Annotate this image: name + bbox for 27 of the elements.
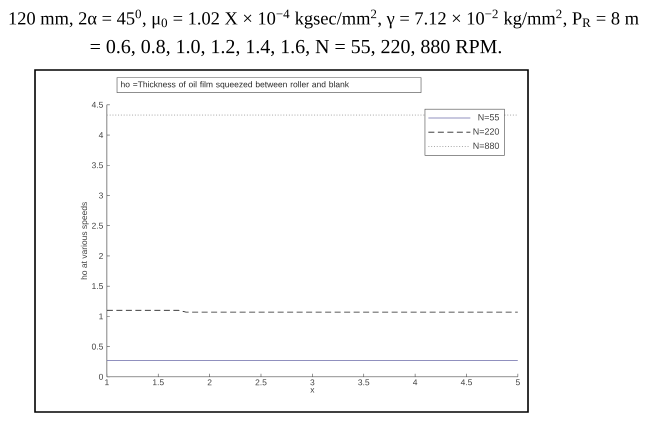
x-tick-label: 1 — [105, 379, 109, 386]
x-tick-label: 1.5 — [152, 379, 164, 386]
y-tick-label: 2 — [99, 252, 103, 259]
y-tick-label: 2.5 — [92, 222, 103, 229]
legend-label: N=880 — [473, 142, 500, 149]
y-tick-label: 3 — [98, 192, 103, 198]
y-tick-label: 4.5 — [92, 102, 103, 108]
y-tick-label: 0 — [98, 374, 104, 380]
legend-label: N=220 — [473, 128, 500, 135]
x-tick-label: 4.5 — [460, 379, 472, 386]
text: 120 mm, 2α = 45$^{0}$, μ$_{0}$ = 1.02 X × 10$^{−4}$ kgsec/mm$^{2}$, γ = 7.12 × 10$^{−2}$ kg/mm$^{2}$, P$_{R}$ = 8 m — [10, 10, 639, 28]
y-tick-label: 1 — [99, 313, 103, 320]
x-axis-title: x — [310, 388, 314, 393]
chart-title: ho =Thickness of oil film squeezed between roller and blank — [121, 81, 350, 90]
x-tick-label: 2 — [208, 379, 212, 386]
y-tick-label: 4 — [98, 132, 104, 138]
y-tick-label: 0.5 — [92, 344, 103, 350]
y-tick-label: 1.5 — [92, 283, 103, 290]
y-tick-label: 3.5 — [92, 162, 103, 168]
x-tick-label: 2.5 — [256, 379, 267, 386]
legend-label: N=55 — [478, 114, 500, 120]
x-tick-label: 3 — [310, 379, 314, 386]
y-axis-title: ho at various speeds — [80, 202, 89, 280]
text: = 0.6, 0.8, 1.0, 1.2, 1.4, 1.6, N = 55, 220, 880 RPM. — [90, 40, 502, 56]
x-tick-label: 4 — [412, 379, 418, 386]
x-tick-label: 3.5 — [358, 379, 370, 386]
x-tick-label: 5 — [516, 379, 520, 386]
